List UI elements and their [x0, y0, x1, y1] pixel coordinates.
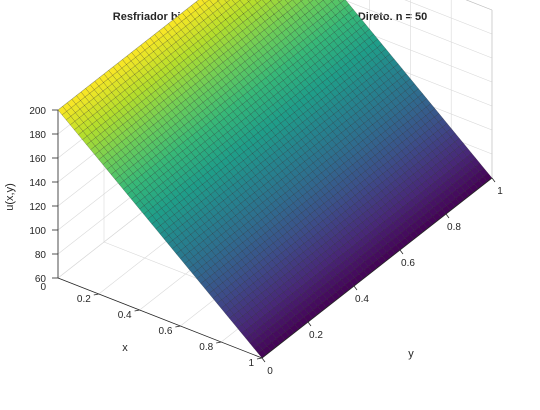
z-tick-label: 140 [29, 178, 46, 189]
x-tick-mark [135, 310, 140, 311]
x-tick-label: 1 [248, 358, 254, 369]
y-tick-label: 1 [497, 186, 503, 197]
x-tick-label: 0.6 [158, 326, 172, 337]
z-tick-label: 160 [29, 154, 46, 165]
z-tick-label: 60 [35, 274, 47, 285]
x-tick-label: 0.2 [77, 294, 91, 305]
z-tick-label: 180 [29, 130, 46, 141]
y-tick-mark [446, 214, 449, 218]
x-tick-mark [94, 294, 99, 295]
z-tick-label: 120 [29, 202, 46, 213]
z-tick-label: 100 [29, 226, 46, 237]
y-tick-label: 0.2 [309, 330, 323, 341]
z-tick-label: 200 [29, 106, 46, 117]
x-tick-label: 0.4 [118, 310, 132, 321]
z-tick-label: 80 [35, 250, 47, 261]
y-axis-label: y [408, 348, 414, 360]
y-tick-mark [262, 358, 265, 362]
y-tick-mark [492, 178, 495, 182]
x-tick-mark [175, 326, 180, 327]
y-tick-label: 0.6 [401, 258, 415, 269]
x-axis-label: x [122, 342, 128, 354]
y-tick-mark [354, 286, 357, 290]
z-axis-label: u(x,y) [4, 183, 16, 211]
x-tick-label: 0.8 [199, 342, 213, 353]
x-tick-mark [216, 342, 221, 343]
y-tick-label: 0.8 [447, 222, 461, 233]
x-tick-mark [257, 358, 262, 359]
y-tick-label: 0 [267, 366, 273, 377]
y-tick-mark [308, 322, 311, 326]
y-tick-label: 0.4 [355, 294, 369, 305]
y-tick-mark [400, 250, 403, 254]
surface-mesh [58, 0, 492, 358]
